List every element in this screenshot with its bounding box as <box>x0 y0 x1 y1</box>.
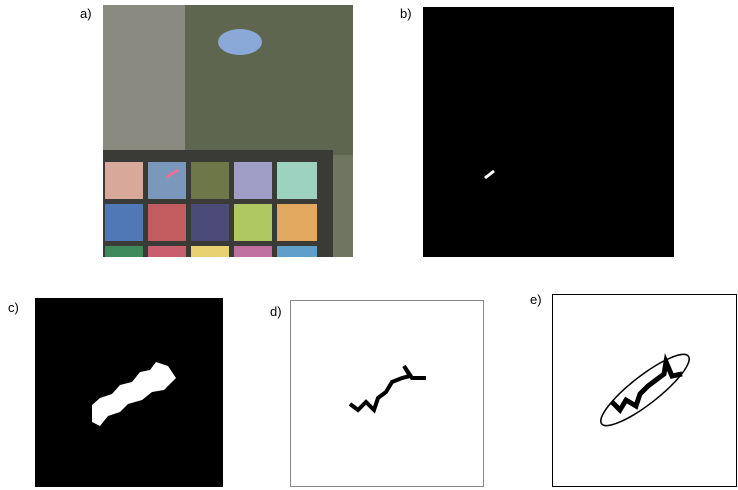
wall <box>103 5 185 150</box>
skeleton-panel: d) <box>270 301 484 487</box>
patch <box>277 246 317 257</box>
patch <box>105 204 143 241</box>
patch <box>105 162 143 199</box>
panel-label: e) <box>530 292 542 307</box>
patch <box>148 246 186 257</box>
patch <box>105 246 143 257</box>
ellipse-panel: e) <box>530 292 737 487</box>
zoom-panel: c) <box>8 298 223 487</box>
patch <box>191 162 229 199</box>
panel-label: c) <box>8 300 19 315</box>
patch <box>191 204 229 241</box>
figure: a) b) c) <box>0 0 738 490</box>
panel-label: a) <box>80 6 92 21</box>
mask-panel: b) <box>400 6 674 257</box>
patch <box>234 162 272 199</box>
photo-panel: a) <box>80 5 353 257</box>
sky <box>218 29 262 55</box>
patch <box>148 204 186 241</box>
patch <box>191 246 229 257</box>
patch <box>277 204 317 241</box>
patch <box>234 246 272 257</box>
patch <box>234 204 272 241</box>
mask-background <box>423 7 674 257</box>
panel-label: d) <box>270 304 282 319</box>
patch <box>148 162 186 199</box>
foliage <box>185 5 353 155</box>
panel-label: b) <box>400 6 412 21</box>
patch <box>277 162 317 199</box>
